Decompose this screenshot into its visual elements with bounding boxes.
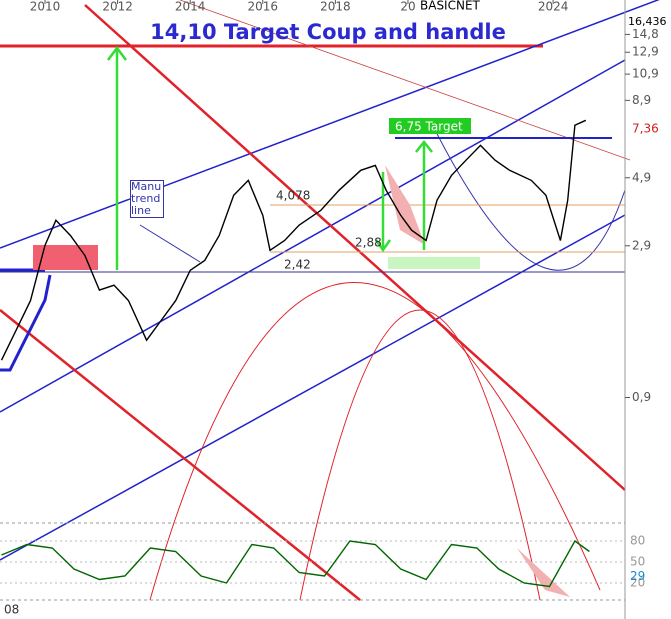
triangle-osc bbox=[517, 548, 570, 597]
note: Manu trend line bbox=[130, 180, 164, 218]
osc-tick-label: 20 bbox=[630, 576, 645, 590]
level-label: 2,42 bbox=[284, 258, 311, 272]
x-tick-label: 2012 bbox=[102, 0, 133, 14]
cup-arc bbox=[429, 119, 626, 271]
y-tick-label: 10,9 bbox=[632, 67, 659, 81]
target-label: 6,75 Target bbox=[395, 120, 463, 134]
level-label: 4,078 bbox=[276, 189, 310, 203]
arc bbox=[149, 282, 601, 601]
zone-green bbox=[388, 257, 480, 269]
chart-title: 14,10 Target Coup and handle bbox=[150, 20, 506, 44]
thin-red-line bbox=[179, 0, 631, 161]
y-tick-label: 14,8 bbox=[632, 27, 659, 41]
arrow-up bbox=[107, 45, 127, 270]
osc-tick-label: 50 bbox=[630, 555, 645, 569]
channel-mid bbox=[0, 59, 626, 413]
zone bbox=[33, 245, 98, 270]
channel-top bbox=[0, 0, 660, 249]
osc-last: 29 bbox=[630, 569, 645, 583]
price-line bbox=[0, 119, 587, 361]
red-diagonal-2 bbox=[0, 309, 361, 601]
thick-blue bbox=[0, 274, 52, 372]
oscillator-line bbox=[1, 539, 590, 588]
x-tick-label: 2016 bbox=[248, 0, 279, 14]
triangle bbox=[385, 165, 425, 245]
last-close: 7,36 bbox=[632, 122, 659, 136]
instrument-name: BASICNET bbox=[420, 0, 481, 13]
last-price: 16,436 bbox=[628, 15, 667, 28]
note-box: Manu trend line bbox=[130, 180, 164, 218]
x-tick-label: 20 bbox=[400, 0, 415, 14]
x-tick-label: 2010 bbox=[30, 0, 61, 14]
note-arrow bbox=[139, 224, 201, 263]
arrow-up-2 bbox=[415, 139, 433, 250]
x-tick-label: 2024 bbox=[538, 0, 569, 14]
date-start: 08 bbox=[4, 603, 19, 617]
y-tick-label: 2,9 bbox=[632, 238, 651, 252]
arc-2 bbox=[299, 309, 541, 601]
y-tick-label: 12,9 bbox=[632, 45, 659, 59]
level-label: 2,88 bbox=[355, 236, 382, 250]
osc-tick-label: 80 bbox=[630, 534, 645, 548]
y-tick-label: 0,9 bbox=[632, 390, 651, 404]
x-tick-label: 2014 bbox=[175, 0, 206, 14]
y-tick-label: 8,9 bbox=[632, 93, 651, 107]
x-tick-label: 2018 bbox=[320, 0, 351, 14]
arrow-down bbox=[374, 172, 392, 253]
target-box bbox=[389, 118, 471, 134]
red-diagonal bbox=[84, 4, 626, 491]
y-tick-label: 4,9 bbox=[632, 170, 651, 184]
